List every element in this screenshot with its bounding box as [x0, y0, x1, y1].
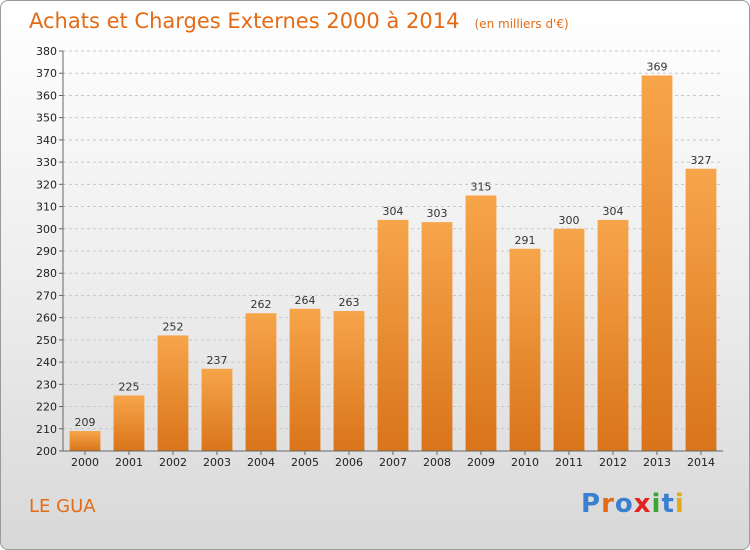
x-tick-label-2005: 2005 — [291, 456, 319, 469]
chart-title: Achats et Charges Externes 2000 à 2014 — [29, 9, 460, 33]
value-label-2013: 369 — [647, 60, 668, 73]
logo-letter: x — [633, 489, 652, 519]
y-tick-label: 340 — [36, 134, 57, 147]
y-tick-label: 320 — [36, 178, 57, 191]
bar-2014 — [685, 168, 717, 451]
value-label-2008: 303 — [427, 207, 448, 220]
x-tick-label-2014: 2014 — [687, 456, 715, 469]
y-tick-label: 330 — [36, 156, 57, 169]
bar-2001 — [113, 395, 145, 451]
logo-letter: o — [614, 489, 634, 519]
x-tick-label-2001: 2001 — [115, 456, 143, 469]
bar-2002 — [157, 335, 189, 451]
y-tick-label: 280 — [36, 267, 57, 280]
value-label-2012: 304 — [603, 205, 624, 218]
title-row: Achats et Charges Externes 2000 à 2014 (… — [29, 9, 569, 33]
y-tick-label: 370 — [36, 67, 57, 80]
value-label-2000: 209 — [75, 416, 96, 429]
x-tick-label-2011: 2011 — [555, 456, 583, 469]
bar-2008 — [421, 222, 453, 451]
chart-unit: (en milliers d'€) — [474, 17, 569, 31]
y-tick-label: 230 — [36, 378, 57, 391]
bar-2007 — [377, 219, 409, 451]
logo-letter: t — [661, 489, 675, 519]
y-tick-label: 200 — [36, 445, 57, 458]
value-label-2002: 252 — [163, 320, 184, 333]
bar-2005 — [289, 308, 321, 451]
y-tick-label: 250 — [36, 334, 57, 347]
y-tick-label: 210 — [36, 423, 57, 436]
bar-2000 — [69, 431, 101, 451]
y-tick-label: 270 — [36, 289, 57, 302]
bars: 209 225 252 237 262 264 263 304 303 315 291 300 304 3… — [69, 60, 717, 451]
bar-2004 — [245, 313, 277, 451]
x-tick-label-2000: 2000 — [71, 456, 99, 469]
value-label-2004: 262 — [251, 298, 272, 311]
bar-2010 — [509, 248, 541, 451]
y-tick-label: 240 — [36, 356, 57, 369]
x-tick-label-2010: 2010 — [511, 456, 539, 469]
value-label-2001: 225 — [119, 380, 140, 393]
x-tick-label-2008: 2008 — [423, 456, 451, 469]
logo-letter: P — [581, 489, 602, 519]
value-label-2007: 304 — [383, 205, 404, 218]
bar-2006 — [333, 311, 365, 451]
value-label-2011: 300 — [559, 214, 580, 227]
y-tick-label: 290 — [36, 245, 57, 258]
y-tick-label: 350 — [36, 112, 57, 125]
bar-2012 — [597, 219, 629, 451]
x-tick-label-2002: 2002 — [159, 456, 187, 469]
value-label-2003: 237 — [207, 354, 228, 367]
x-tick-label-2013: 2013 — [643, 456, 671, 469]
bar-2009 — [465, 195, 497, 451]
axes: 200 210 220 230 240 250 260 270 280 290 300 310 320 3… — [36, 45, 723, 469]
x-tick-label-2003: 2003 — [203, 456, 231, 469]
x-tick-label-2009: 2009 — [467, 456, 495, 469]
value-label-2006: 263 — [339, 296, 360, 309]
bar-2013 — [641, 75, 673, 451]
y-tick-label: 310 — [36, 201, 57, 214]
town-name: LE GUA — [29, 496, 96, 517]
x-tick-label-2012: 2012 — [599, 456, 627, 469]
bar-2011 — [553, 228, 585, 451]
y-tick-label: 300 — [36, 223, 57, 236]
value-label-2005: 264 — [295, 294, 316, 307]
y-tick-label: 360 — [36, 89, 57, 102]
x-tick-label-2006: 2006 — [335, 456, 363, 469]
logo-letter: r — [601, 489, 615, 519]
y-tick-label: 260 — [36, 312, 57, 325]
y-tick-label: 380 — [36, 45, 57, 58]
value-label-2014: 327 — [691, 154, 712, 167]
value-label-2010: 291 — [515, 234, 536, 247]
bar-2003 — [201, 368, 233, 451]
x-tick-label-2004: 2004 — [247, 456, 275, 469]
y-tick-label: 220 — [36, 401, 57, 414]
proxiti-logo[interactable]: Proxiti — [581, 489, 685, 519]
value-label-2009: 315 — [471, 180, 492, 193]
logo-letter: i — [651, 489, 662, 519]
x-tick-label-2007: 2007 — [379, 456, 407, 469]
logo-letter: i — [674, 489, 685, 519]
